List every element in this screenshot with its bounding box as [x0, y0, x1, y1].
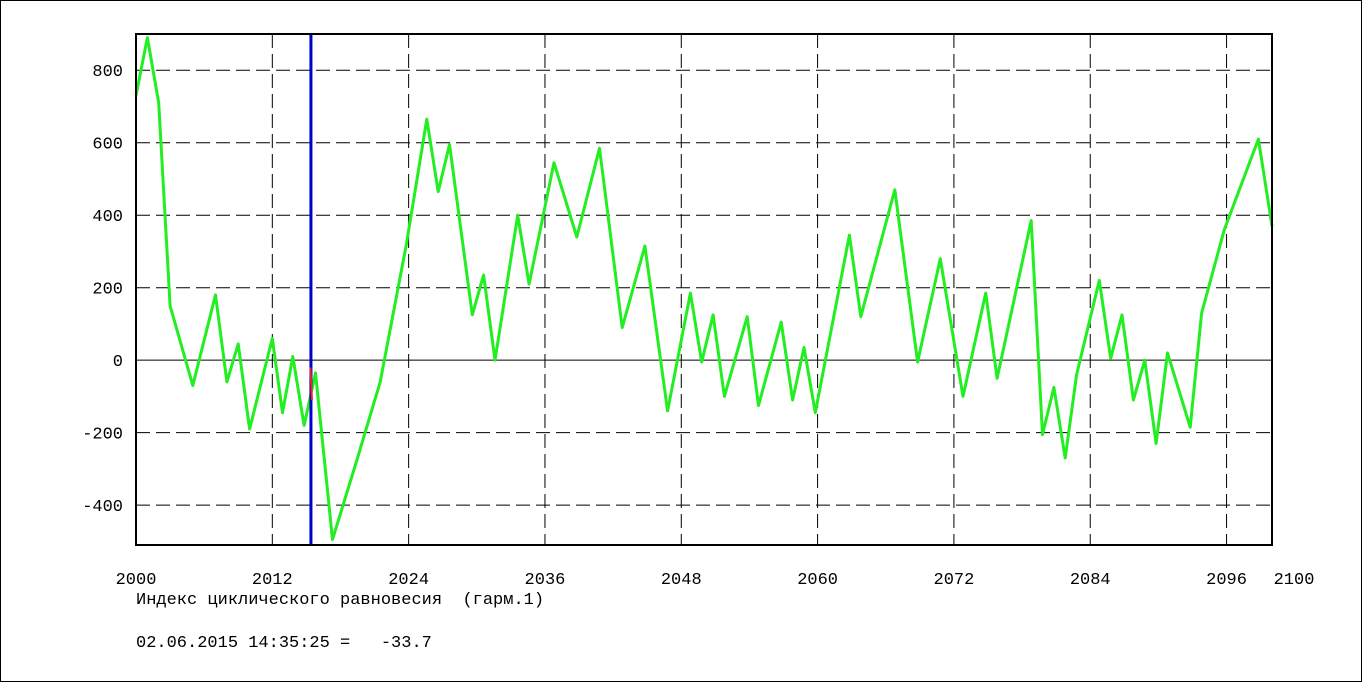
y-tick-label: 200: [92, 281, 123, 300]
x-tick-label: 2012: [252, 571, 293, 590]
x-tick-label: 2036: [525, 571, 566, 590]
series-line: [134, 36, 1274, 542]
x-tick-label: 2060: [797, 571, 838, 590]
y-tick-label: 400: [92, 208, 123, 227]
y-tick-label: 600: [92, 136, 123, 155]
marker-layer: [309, 34, 313, 545]
cursor-segment: [309, 367, 313, 401]
x-tick-label: 2072: [934, 571, 975, 590]
x-axis-ticks: 2000 2012 2024 2036 2048 2060 2072 2084 2096 2100: [116, 571, 1315, 590]
x-tick-label: 2024: [388, 571, 429, 590]
x-tick-label: 2100: [1274, 571, 1315, 590]
series-layer: [134, 36, 1274, 542]
y-axis-ticks: 800 600 400 200 0 -200 -400: [82, 63, 123, 517]
y-tick-label: 0: [113, 353, 123, 372]
x-tick-label: 2096: [1206, 571, 1247, 590]
grid-layer: [136, 34, 1272, 545]
plot-border: [135, 33, 1273, 546]
y-tick-label: 800: [92, 63, 123, 82]
series-title: Индекс циклического равновесия (гарм.1): [136, 591, 545, 610]
x-tick-label: 2048: [661, 571, 702, 590]
cursor-readout: 02.06.2015 14:35:25 = -33.7: [136, 634, 432, 653]
x-tick-label: 2000: [116, 571, 157, 590]
x-tick-label: 2084: [1070, 571, 1111, 590]
y-tick-label: -200: [82, 426, 123, 445]
y-tick-label: -400: [82, 498, 123, 517]
